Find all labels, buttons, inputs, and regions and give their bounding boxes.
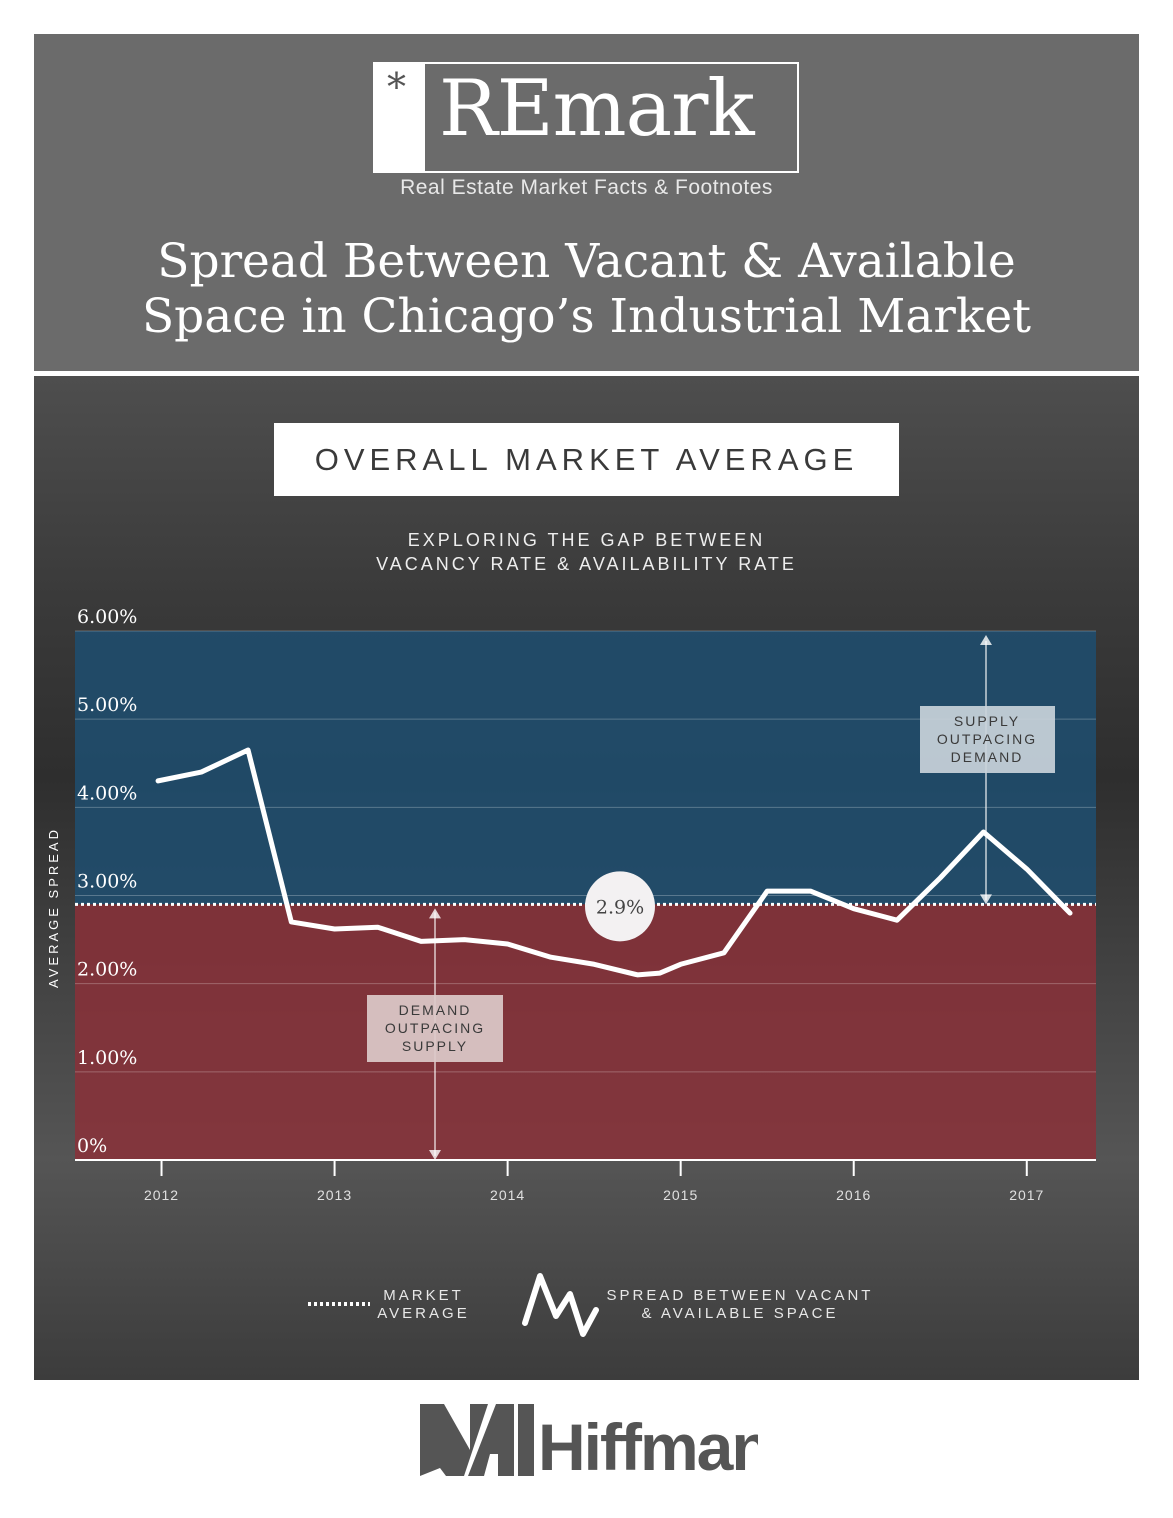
y-tick-label: 6.00%	[77, 606, 137, 628]
title-line-1: Spread Between Vacant & Available	[157, 234, 1016, 289]
legend-market-line-2: AVERAGE	[377, 1305, 470, 1322]
supply-arrow-head-up	[980, 635, 992, 645]
legend-zigzag-icon	[522, 1273, 599, 1337]
legend-spread-line-2: & AVAILABLE SPACE	[641, 1305, 839, 1322]
x-tick-label: 2017	[1009, 1187, 1044, 1203]
subtitle-line-2: VACANCY RATE & AVAILABILITY RATE	[376, 554, 797, 574]
legend-spread: SPREAD BETWEEN VACANT & AVAILABLE SPACE	[600, 1287, 880, 1323]
supply-annotation-text: DEMAND	[951, 749, 1024, 765]
section-label: OVERALL MARKET AVERAGE	[274, 423, 899, 496]
legend-spread-line-1: SPREAD BETWEEN VACANT	[606, 1287, 874, 1304]
demand-arrow-head-down	[429, 1150, 441, 1160]
demand-annotation-box	[367, 995, 503, 1062]
demand-region	[75, 904, 1096, 1160]
subtitle-line-1: EXPLORING THE GAP BETWEEN	[407, 530, 766, 550]
legend-icons	[308, 1273, 599, 1337]
logo-tagline: Real Estate Market Facts & Footnotes	[400, 176, 773, 199]
supply-annotation-text: SUPPLY	[954, 713, 1020, 729]
chart-subtitle: EXPLORING THE GAP BETWEEN VACANCY RATE &…	[34, 528, 1139, 576]
supply-annotation-box	[920, 706, 1055, 773]
demand-arrow-head-up	[429, 908, 441, 919]
header-divider	[34, 371, 1139, 376]
logo-hiffman-text: Hiffman	[538, 1410, 758, 1478]
header-panel	[34, 34, 1139, 371]
legend-market-average: MARKET AVERAGE	[366, 1287, 481, 1323]
demand-annotation-text: OUTPACING	[385, 1020, 485, 1036]
logo-white-block: *	[375, 64, 425, 171]
y-axis-label: AVERAGE SPREAD	[46, 827, 61, 988]
market-average-badge-label: 2.9%	[596, 896, 644, 918]
supply-arrow-head-down	[980, 894, 992, 905]
market-average-badge	[585, 871, 655, 942]
demand-annotation-text: DEMAND	[399, 1002, 472, 1018]
nai-hiffman-logo: Hiffman	[420, 1404, 758, 1478]
x-tick-label: 2014	[490, 1187, 525, 1203]
y-tick-label: 0%	[77, 1135, 107, 1157]
page-title: Spread Between Vacant & Available Space …	[34, 234, 1139, 344]
logo-n-shape	[420, 1404, 488, 1476]
y-tick-label: 5.00%	[77, 694, 137, 716]
x-tick-label: 2016	[836, 1187, 871, 1203]
remark-logo: * REmark	[373, 62, 799, 173]
x-tick-label: 2013	[317, 1187, 352, 1203]
x-tick-label: 2015	[663, 1187, 698, 1203]
logo-i-shape	[518, 1404, 534, 1476]
logo-wordmark: REmark	[439, 64, 755, 154]
title-line-2: Space in Chicago’s Industrial Market	[141, 289, 1032, 344]
demand-annotation-text: SUPPLY	[402, 1038, 468, 1054]
y-tick-label: 3.00%	[77, 871, 137, 893]
supply-annotation-text: OUTPACING	[937, 731, 1037, 747]
y-tick-label: 4.00%	[77, 782, 137, 804]
y-tick-label: 2.00%	[77, 959, 137, 981]
logo-a-shape	[468, 1404, 514, 1476]
logo-asterisk: *	[387, 65, 406, 109]
legend-market-line-1: MARKET	[383, 1287, 464, 1304]
x-tick-label: 2012	[144, 1187, 179, 1203]
y-tick-label: 1.00%	[77, 1047, 137, 1069]
